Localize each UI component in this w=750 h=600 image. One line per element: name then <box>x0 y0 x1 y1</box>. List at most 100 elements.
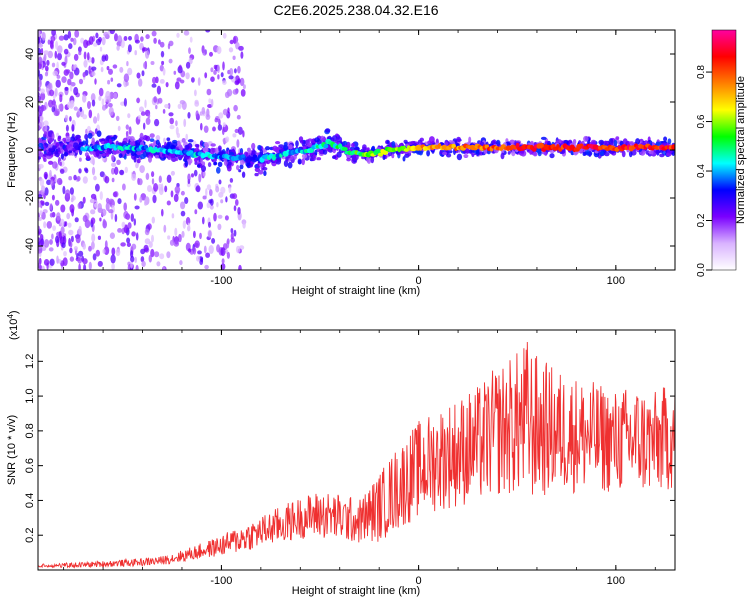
colorbar-tick-label: 0.0 <box>696 263 707 277</box>
heatmap-noise-dot <box>93 175 97 181</box>
heatmap-noise-dot <box>236 114 241 120</box>
heatmap-noise-dot <box>101 55 107 62</box>
heatmap-band-dot <box>217 145 222 151</box>
heatmap-band-dot <box>62 137 66 142</box>
heatmap-noise-dot <box>154 251 160 258</box>
heatmap-noise-dot <box>139 106 144 113</box>
heatmap-noise-dot <box>235 245 241 254</box>
heatmap-noise-dot <box>89 198 95 204</box>
heatmap-noise-dot <box>185 72 190 80</box>
heatmap-noise-dot <box>101 36 106 46</box>
heatmap-noise-dot <box>179 100 186 105</box>
colorbar: 0.0 0.2 0.4 0.6 0.8 Normalized spectral ampl… <box>696 29 747 277</box>
heatmap-noise-dot <box>38 62 42 70</box>
heatmap-noise-dot <box>73 106 78 111</box>
heatmap-band-dot <box>446 153 452 158</box>
heatmap-noise-dot <box>51 62 56 68</box>
heatmap-noise-dot <box>126 242 131 247</box>
heatmap-noise-dot <box>45 85 49 93</box>
heatmap-noise-dot <box>168 58 173 64</box>
heatmap-noise-dot <box>180 79 185 84</box>
heatmap-noise-dot <box>113 92 118 99</box>
heatmap-band-dot <box>216 166 221 174</box>
heatmap-noise-dot <box>44 187 49 196</box>
heatmap-band-dot <box>71 133 75 139</box>
heatmap-band-dot <box>213 162 217 166</box>
heatmap-band-dot <box>167 156 172 161</box>
heatmap-noise-dot <box>56 61 59 70</box>
heatmap-ridge-dot <box>342 147 348 151</box>
heatmap-band-dot <box>187 139 194 143</box>
heatmap-noise-dot <box>233 36 236 45</box>
y-tick-label: -20 <box>24 190 36 206</box>
heatmap-band-dot <box>465 148 470 155</box>
heatmap-noise-dot <box>187 112 191 119</box>
heatmap-noise-dot <box>111 167 115 175</box>
heatmap-noise-dot <box>107 79 111 85</box>
snr-y-label: SNR (10 * v/v) <box>6 415 18 485</box>
heatmap-noise-dot <box>64 86 69 91</box>
heatmap-noise-dot <box>105 197 110 204</box>
heatmap-band-dot <box>184 160 188 167</box>
heatmap-band-dot <box>463 154 469 158</box>
heatmap-noise-dot <box>68 176 73 181</box>
heatmap-noise-dot <box>77 202 82 209</box>
heatmap-noise-dot <box>232 193 238 200</box>
heatmap-noise-dot <box>142 47 148 52</box>
heatmap-band-dot <box>541 151 547 155</box>
heatmap-noise-dot <box>38 163 44 169</box>
heatmap-noise-dot <box>130 261 133 269</box>
heatmap-noise-dot <box>82 258 88 265</box>
heatmap-noise-dot <box>179 260 183 266</box>
heatmap-noise-dot <box>204 264 209 270</box>
heatmap-noise-dot <box>164 185 168 193</box>
y-tick-label: 20 <box>24 96 36 108</box>
heatmap-noise-dot <box>205 30 211 33</box>
heatmap-band-dot <box>285 155 289 162</box>
heatmap-noise-dot <box>147 223 152 230</box>
heatmap-noise-dot <box>226 251 230 259</box>
heatmap-noise-dot <box>73 53 79 61</box>
heatmap-noise-dot <box>234 80 240 86</box>
heatmap-ridge-dot <box>382 150 389 155</box>
heatmap-noise-dot <box>44 65 49 72</box>
heatmap-noise-dot <box>232 133 237 138</box>
heatmap-band-dot <box>38 156 42 160</box>
heatmap-noise-dot <box>62 257 68 266</box>
heatmap-noise-dot <box>38 237 41 246</box>
heatmap-noise-dot <box>210 67 214 73</box>
heatmap-noise-dot <box>156 261 161 267</box>
heatmap-noise-dot <box>123 73 130 83</box>
heatmap-noise-dot <box>148 254 152 263</box>
heatmap-noise-dot <box>133 218 136 226</box>
heatmap-band-dot <box>314 137 320 143</box>
heatmap-band-dot <box>244 151 248 157</box>
heatmap-noise-dot <box>123 97 127 107</box>
heatmap-noise-dot <box>194 89 197 97</box>
heatmap-noise-dot <box>170 170 175 176</box>
heatmap-noise-dot <box>174 81 180 90</box>
heatmap-band-dot <box>511 150 516 157</box>
heatmap-noise-dot <box>147 185 152 192</box>
heatmap-noise-dot <box>82 196 86 204</box>
heatmap-ridge-dot <box>538 142 545 149</box>
heatmap-band-dot <box>456 136 461 142</box>
heatmap-noise-dot <box>131 243 137 250</box>
heatmap-band-dot <box>129 136 135 142</box>
heatmap-band-dot <box>629 141 634 145</box>
heatmap-noise-dot <box>151 216 155 224</box>
heatmap-noise-dot <box>143 61 148 69</box>
heatmap-band-dot <box>635 138 641 145</box>
heatmap-noise-dot <box>128 36 132 41</box>
heatmap-band-dot <box>663 136 668 142</box>
heatmap-noise-dot <box>208 98 212 104</box>
heatmap-band-dot <box>370 156 375 164</box>
heatmap-noise-dot <box>217 64 220 74</box>
heatmap-noise-dot <box>187 222 191 231</box>
heatmap-noise-dot <box>125 124 129 130</box>
heatmap-noise-dot <box>150 248 155 258</box>
heatmap-noise-dot <box>40 47 44 56</box>
heatmap-noise-dot <box>38 36 41 44</box>
heatmap-noise-dot <box>43 120 49 127</box>
heatmap-noise-dot <box>228 75 234 80</box>
